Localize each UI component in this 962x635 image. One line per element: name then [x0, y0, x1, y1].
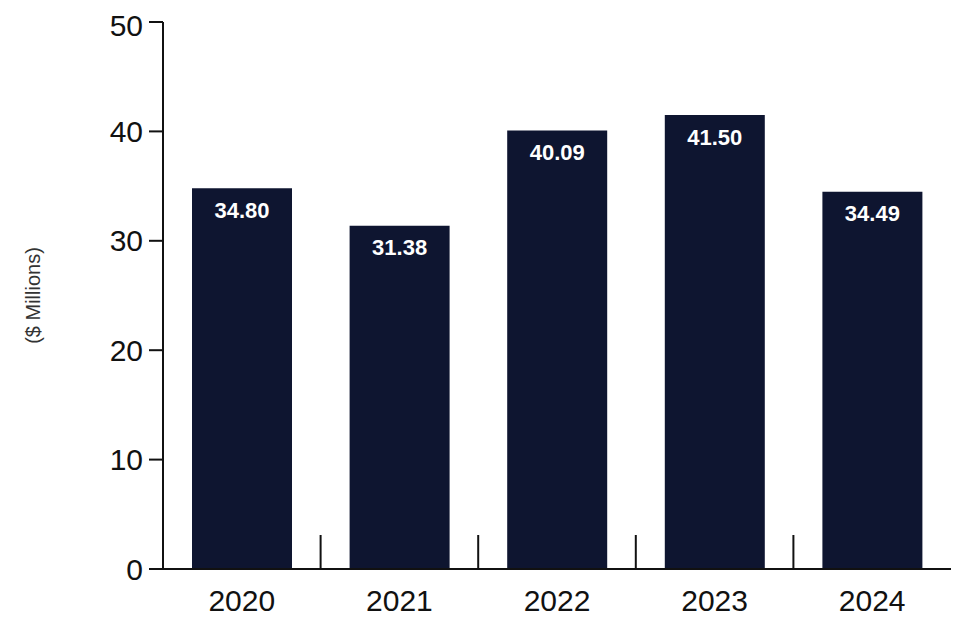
- svg-text:($ Millions): ($ Millions): [22, 247, 44, 344]
- svg-text:34.49: 34.49: [845, 201, 900, 226]
- svg-text:10: 10: [110, 443, 143, 476]
- svg-text:41.50: 41.50: [687, 125, 742, 150]
- svg-text:40: 40: [110, 115, 143, 148]
- svg-text:0: 0: [126, 553, 143, 586]
- svg-text:2022: 2022: [524, 584, 591, 617]
- svg-text:31.38: 31.38: [372, 235, 427, 260]
- svg-text:34.80: 34.80: [214, 198, 269, 223]
- svg-text:2020: 2020: [208, 584, 275, 617]
- svg-text:2021: 2021: [366, 584, 433, 617]
- svg-text:20: 20: [110, 334, 143, 367]
- svg-text:2024: 2024: [839, 584, 906, 617]
- svg-text:2023: 2023: [681, 584, 748, 617]
- svg-text:40.09: 40.09: [530, 140, 585, 165]
- svg-text:30: 30: [110, 224, 143, 257]
- svg-text:50: 50: [110, 9, 143, 42]
